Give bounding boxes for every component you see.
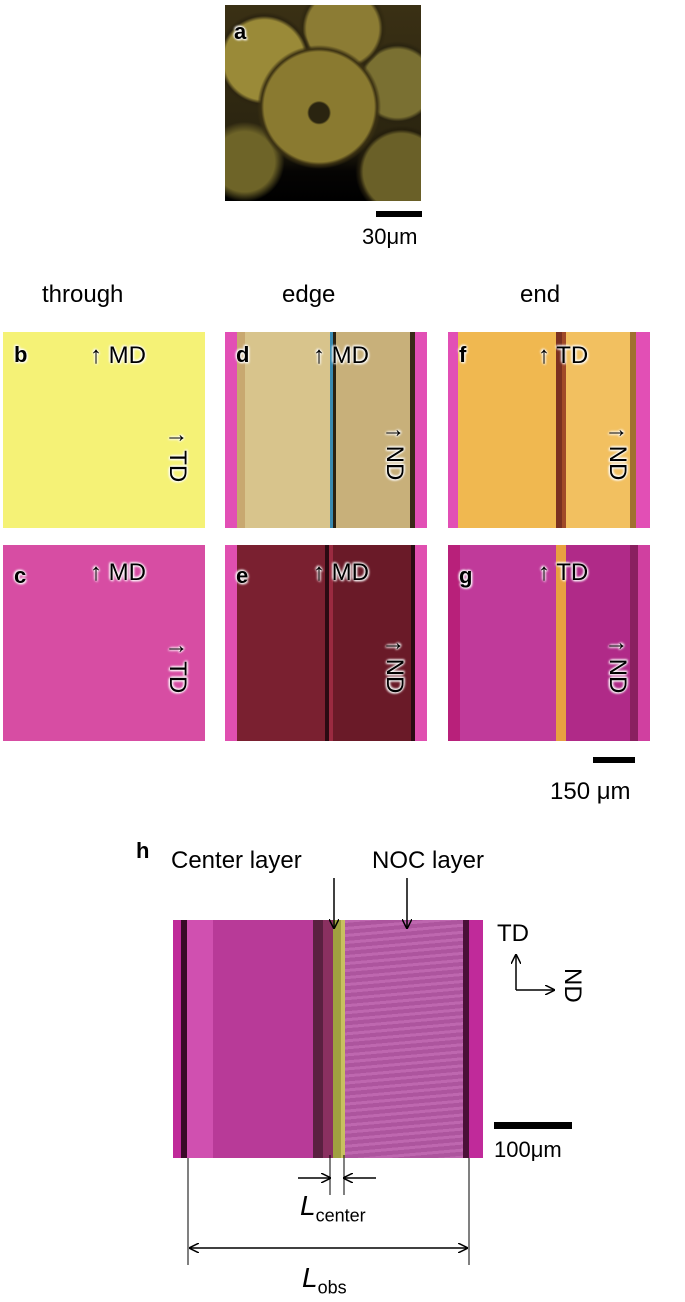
panel-g-label: g bbox=[459, 563, 473, 588]
panel-a-label: a bbox=[234, 19, 247, 44]
panel-c-image: c ↑ MD ↑ TD bbox=[3, 545, 205, 741]
l-obs-sub: obs bbox=[317, 1277, 347, 1298]
panel-f-image: f ↑ TD ↑ ND bbox=[448, 332, 650, 528]
panel-f-label: f bbox=[459, 342, 467, 367]
panel-f-up-direction: ↑ TD bbox=[538, 342, 589, 369]
scale-label-h: 100μm bbox=[494, 1137, 562, 1162]
l-center-label: Lcenter bbox=[300, 1190, 366, 1227]
panel-e-up-direction: ↑ MD bbox=[313, 559, 369, 586]
panel-a-image: a bbox=[225, 5, 421, 201]
panel-h-texture bbox=[345, 920, 463, 1158]
l-center-sub: center bbox=[315, 1205, 366, 1226]
center-layer-label: Center layer bbox=[171, 847, 302, 874]
panel-g-up-direction: ↑ TD bbox=[538, 559, 589, 586]
column-title-edge: edge bbox=[282, 281, 336, 308]
panel-e-image: e ↑ MD ↑ ND bbox=[225, 545, 427, 741]
scale-bar-grid bbox=[593, 757, 635, 763]
column-title-through: through bbox=[42, 281, 124, 308]
scale-bar-a bbox=[376, 211, 422, 217]
scale-label-grid: 150 μm bbox=[550, 778, 631, 805]
panel-b-label: b bbox=[14, 342, 28, 367]
panel-d-up-direction: ↑ MD bbox=[313, 342, 369, 369]
panel-c-label: c bbox=[14, 563, 27, 588]
panel-d-label: d bbox=[236, 342, 250, 367]
l-center-main: L bbox=[300, 1190, 316, 1221]
panel-g-image: g ↑ TD ↑ ND bbox=[448, 545, 650, 741]
panel-e-label: e bbox=[236, 563, 249, 588]
l-obs-label: Lobs bbox=[302, 1262, 347, 1299]
scale-bar-h bbox=[494, 1122, 572, 1129]
panel-h-image bbox=[173, 920, 483, 1158]
panel-c-up-direction: ↑ MD bbox=[90, 559, 146, 586]
noc-layer-label: NOC layer bbox=[372, 847, 485, 874]
panel-b-up-direction: ↑ MD bbox=[90, 342, 146, 369]
panel-b-image: b ↑ MD ↑ TD bbox=[3, 332, 205, 528]
column-title-end: end bbox=[520, 281, 561, 308]
scale-label-a: 30μm bbox=[362, 224, 418, 249]
axis-right-label: ND bbox=[559, 968, 586, 1003]
panel-d-image: d ↑ MD ↑ ND bbox=[225, 332, 427, 528]
panel-h-label: h bbox=[136, 838, 150, 863]
axis-up-label: TD bbox=[497, 920, 529, 947]
l-obs-main: L bbox=[302, 1262, 318, 1293]
